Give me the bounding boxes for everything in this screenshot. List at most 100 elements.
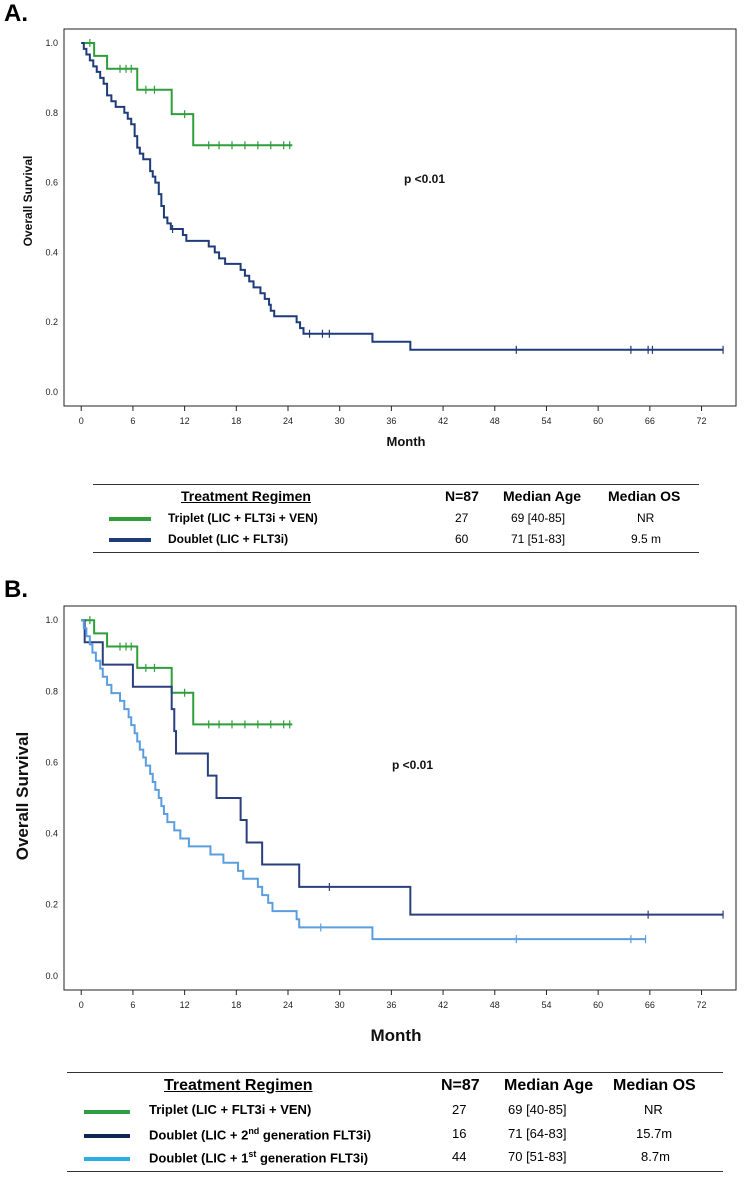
legend-a-row2-age: 71 [51-83] (511, 532, 566, 546)
x-tick-label-a: 48 (490, 416, 500, 426)
panel-b-label: B. (4, 576, 28, 603)
y-tick-label-b: 0.6 (45, 757, 58, 767)
x-tick-label-a: 66 (645, 416, 655, 426)
legend-b-row1-n: 27 (452, 1102, 467, 1117)
x-tick-label-b: 30 (335, 1000, 345, 1010)
legend-b-header-os: Median OS (613, 1077, 696, 1094)
legend-a-row2-swatch (109, 538, 151, 542)
legend-b-row2-age: 71 [64-83] (508, 1126, 567, 1141)
legend-a-header-os: Median OS (608, 488, 681, 504)
x-tick-label-a: 24 (283, 416, 293, 426)
x-tick-label-a: 60 (593, 416, 603, 426)
legend-b-row3-regimen: Doublet (LIC + 1st generation FLT3i) (149, 1149, 368, 1165)
x-tick-label-b: 48 (490, 1000, 500, 1010)
legend-b-row3-age: 70 [51-83] (508, 1149, 567, 1164)
y-tick-label-b: 0.8 (45, 686, 58, 696)
legend-b-header-n: N=87 (441, 1077, 480, 1094)
legend-b-row3-n: 44 (452, 1149, 467, 1164)
x-tick-label-b: 66 (645, 1000, 655, 1010)
x-tick-label-a: 12 (180, 416, 190, 426)
legend-b-row2-swatch (84, 1134, 130, 1138)
legend-b-row2-n: 16 (452, 1126, 467, 1141)
legend-a-header-regimen: Treatment Regimen (181, 488, 311, 504)
x-ticks-b: 0 6 12 18 24 30 36 42 48 54 60 66 72 (79, 990, 707, 1010)
y-axis-title-b: Overall Survival (13, 732, 32, 861)
y-tick-label-a: 0.4 (45, 247, 58, 257)
legend-b-row2-regimen-post: generation FLT3i) (259, 1127, 372, 1143)
panel-a-label: A. (4, 0, 28, 27)
legend-a-row1-os: NR (637, 511, 655, 525)
x-tick-label-a: 42 (438, 416, 448, 426)
legend-a-row2-regimen: Doublet (LIC + FLT3i) (168, 532, 289, 546)
x-tick-label-a: 6 (130, 416, 135, 426)
legend-b-row3-regimen-post: generation FLT3i) (256, 1150, 369, 1166)
legend-a-row2-n: 60 (455, 532, 469, 546)
x-tick-label-a: 54 (541, 416, 551, 426)
x-tick-label-a: 0 (79, 416, 84, 426)
x-tick-label-b: 42 (438, 1000, 448, 1010)
legend-b-row2-regimen-pre: Doublet (LIC + 2 (149, 1127, 249, 1143)
legend-a-row1-age: 69 [40-85] (511, 511, 566, 525)
plot-area-b (63, 605, 737, 991)
legend-table-b: Treatment Regimen N=87 Median Age Median… (67, 1072, 723, 1172)
y-tick-label-a: 0.6 (45, 178, 58, 188)
legend-b-row1-regimen: Triplet (LIC + FLT3i + VEN) (149, 1102, 311, 1117)
x-tick-label-b: 36 (386, 1000, 396, 1010)
plot-area-a (63, 28, 737, 407)
x-axis-title-b: Month (371, 1026, 422, 1045)
y-tick-label-b: 0.4 (45, 829, 58, 839)
x-tick-label-b: 72 (697, 1000, 707, 1010)
legend-b-row1-regimen-text: Triplet (LIC + FLT3i + VEN) (149, 1102, 312, 1117)
x-tick-label-b: 0 (79, 1000, 84, 1010)
x-tick-label-b: 18 (231, 1000, 241, 1010)
km-curve-b-1 (81, 619, 293, 726)
y-axis-title-a: Overall Survival (21, 156, 35, 247)
legend-b-row1-os: NR (644, 1102, 663, 1117)
x-tick-label-a: 72 (697, 416, 707, 426)
y-tick-label-a: 1.0 (45, 38, 58, 48)
survival-chart-b: 0.0 0.2 0.4 0.6 0.8 1.0 0 6 12 18 24 30 36 42 48 54 60 6… (13, 605, 737, 1045)
legend-a-header-n: N=87 (445, 488, 479, 504)
y-tick-label-a: 0.8 (45, 108, 58, 118)
legend-b-header-age: Median Age (504, 1077, 594, 1094)
legend-b-row3-regimen-sup: st (248, 1149, 257, 1159)
y-ticks-b: 0.0 0.2 0.4 0.6 0.8 1.0 (45, 615, 58, 981)
x-tick-label-b: 6 (130, 1000, 135, 1010)
y-tick-label-a: 0.0 (45, 387, 58, 397)
x-tick-label-b: 24 (283, 1000, 293, 1010)
legend-a-row1-n: 27 (455, 511, 469, 525)
legend-a-row1-swatch (109, 517, 151, 521)
legend-b-row1-swatch (84, 1110, 130, 1114)
legend-a-header-age: Median Age (503, 488, 582, 504)
legend-b-header-regimen: Treatment Regimen (164, 1077, 313, 1094)
legend-a-row1-regimen: Triplet (LIC + FLT3i + VEN) (168, 511, 318, 525)
x-tick-label-b: 54 (541, 1000, 551, 1010)
y-tick-label-b: 1.0 (45, 615, 58, 625)
km-curve-a-2 (81, 41, 724, 351)
legend-b-row2-regimen-sup: nd (248, 1126, 260, 1136)
km-curve-b-2 (81, 619, 724, 916)
p-value-a: p <0.01 (404, 172, 445, 186)
legend-b-row1-age: 69 [40-85] (508, 1102, 567, 1117)
x-tick-label-b: 60 (593, 1000, 603, 1010)
legend-b-row2-regimen: Doublet (LIC + 2nd generation FLT3i) (149, 1126, 371, 1142)
x-tick-label-a: 36 (386, 416, 396, 426)
p-value-b: p <0.01 (392, 758, 433, 772)
x-tick-label-b: 12 (180, 1000, 190, 1010)
legend-b-row2-os: 15.7m (636, 1126, 673, 1141)
x-axis-title-a: Month (387, 434, 426, 449)
legend-a-row2-os: 9.5 m (631, 532, 662, 546)
y-tick-label-a: 0.2 (45, 317, 58, 327)
x-tick-label-a: 30 (335, 416, 345, 426)
legend-table-a: Treatment Regimen N=87 Median Age Median… (93, 484, 699, 553)
legend-b-row3-regimen-pre: Doublet (LIC + 1 (149, 1150, 249, 1166)
y-tick-label-b: 0.2 (45, 900, 58, 910)
survival-chart-a: 0.0 0.2 0.4 0.6 0.8 1.0 0 6 12 18 24 30 36 42 48 54 60 6… (21, 28, 737, 449)
x-tick-label-a: 18 (231, 416, 241, 426)
legend-b-row3-os: 8.7m (641, 1149, 670, 1164)
y-tick-label-b: 0.0 (45, 971, 58, 981)
series-group-b (81, 616, 724, 944)
km-curve-b-3 (81, 619, 646, 941)
legend-b-row3-swatch (84, 1157, 130, 1161)
y-ticks-a: 0.0 0.2 0.4 0.6 0.8 1.0 (45, 38, 58, 397)
